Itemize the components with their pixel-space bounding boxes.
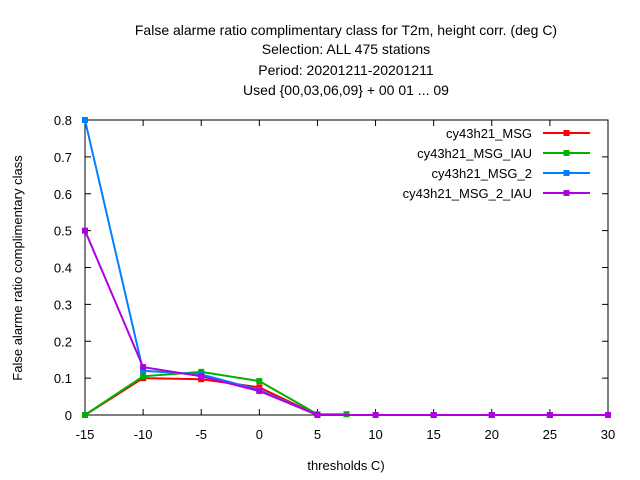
x-tick-label: 15 bbox=[426, 427, 440, 442]
x-tick-label: 5 bbox=[314, 427, 321, 442]
data-point bbox=[605, 412, 611, 418]
series-cy43h21_MSG_2 bbox=[82, 117, 611, 418]
x-axis: -15 -10 -5 0 5 10 15 20 25 30 bbox=[76, 120, 615, 442]
x-tick-label: 10 bbox=[368, 427, 382, 442]
data-point bbox=[430, 412, 437, 418]
x-axis-label: thresholds C) bbox=[307, 458, 384, 473]
data-point bbox=[546, 412, 553, 418]
y-tick-label: 0.8 bbox=[54, 113, 72, 128]
series-line bbox=[84, 377, 608, 416]
data-point bbox=[82, 227, 88, 234]
series-layer bbox=[82, 117, 611, 418]
title-line-4: Used {00,03,06,09} + 00 01 ... 09 bbox=[243, 82, 449, 98]
y-tick-label: 0.4 bbox=[54, 261, 72, 276]
legend-label: cy43h21_MSG_2 bbox=[432, 166, 532, 181]
data-point bbox=[198, 373, 205, 380]
legend-marker bbox=[563, 150, 570, 156]
chart-title: False alarme ratio complimentary class f… bbox=[135, 22, 557, 98]
y-axis-label: False alarme ratio complimentary class bbox=[10, 155, 25, 381]
data-point bbox=[140, 373, 147, 380]
title-line-2: Selection: ALL 475 stations bbox=[262, 41, 430, 57]
title-line-3: Period: 20201211-20201211 bbox=[258, 62, 434, 78]
data-point bbox=[82, 412, 88, 418]
x-tick-label: 30 bbox=[601, 427, 615, 442]
data-point bbox=[256, 378, 263, 385]
y-tick-label: 0.6 bbox=[54, 187, 72, 202]
data-point bbox=[372, 412, 379, 418]
y-tick-label: 0.1 bbox=[54, 371, 72, 386]
series-cy43h21_MSG_2_IAU bbox=[82, 227, 611, 418]
legend-marker bbox=[563, 170, 570, 176]
data-point bbox=[140, 367, 147, 374]
x-tick-label: -15 bbox=[76, 427, 95, 442]
legend-marker bbox=[563, 130, 570, 136]
title-line-1: False alarme ratio complimentary class f… bbox=[135, 22, 557, 38]
x-tick-label: -5 bbox=[195, 427, 207, 442]
x-tick-label: 20 bbox=[485, 427, 499, 442]
legend-label: cy43h21_MSG_IAU bbox=[417, 146, 532, 161]
y-tick-label: 0.7 bbox=[54, 150, 72, 165]
legend-label: cy43h21_MSG_2_IAU bbox=[403, 186, 532, 201]
legend: cy43h21_MSG cy43h21_MSG_IAU cy43h21_MSG_2c… bbox=[403, 126, 590, 201]
series-line bbox=[84, 230, 608, 416]
legend-marker bbox=[563, 190, 570, 196]
legend-label: cy43h21_MSG bbox=[446, 126, 532, 141]
data-point bbox=[314, 412, 321, 418]
data-point bbox=[82, 117, 88, 123]
y-tick-label: 0 bbox=[65, 408, 72, 423]
x-tick-label: 0 bbox=[256, 427, 263, 442]
y-tick-label: 0.3 bbox=[54, 297, 72, 312]
x-tick-label: 25 bbox=[543, 427, 557, 442]
data-point bbox=[140, 364, 147, 371]
y-tick-label: 0.5 bbox=[54, 224, 72, 239]
data-point bbox=[488, 412, 495, 418]
data-point bbox=[256, 388, 263, 395]
x-tick-label: -10 bbox=[134, 427, 153, 442]
y-tick-label: 0.2 bbox=[54, 334, 72, 349]
